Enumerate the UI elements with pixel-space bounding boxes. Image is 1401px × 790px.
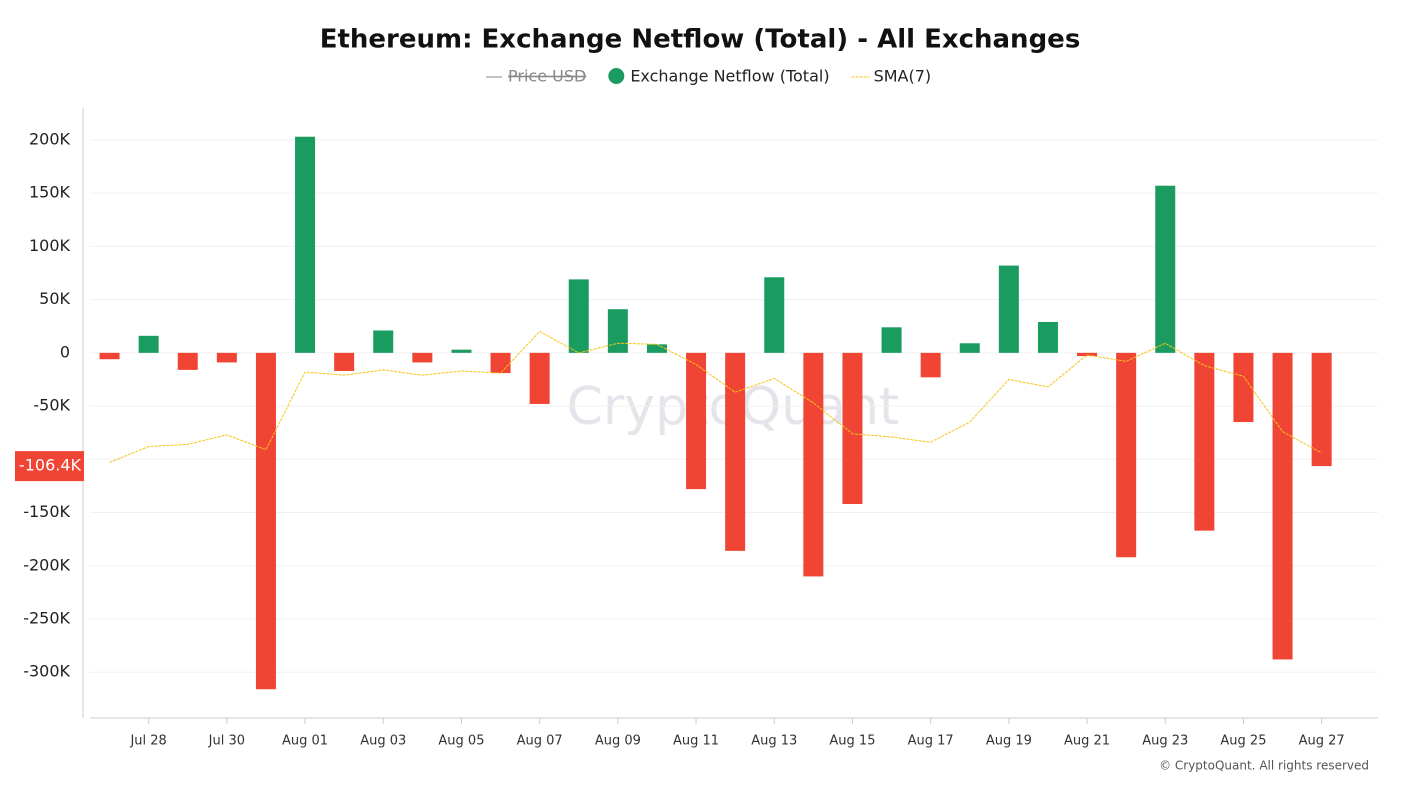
y-tick-label: -250K: [23, 608, 70, 627]
x-tick-label: Aug 11: [673, 734, 719, 749]
x-tick-label: Aug 25: [1220, 734, 1266, 749]
y-tick-label: 100K: [29, 236, 71, 255]
bar: [1311, 352, 1332, 467]
bar: [490, 352, 511, 374]
bar: [1077, 352, 1098, 357]
legend-label: Exchange Netflow (Total): [630, 67, 829, 86]
legend-label: Price USD: [508, 67, 586, 86]
legend-swatch: [608, 68, 625, 84]
x-tick-label: Jul 30: [208, 734, 245, 749]
bar: [881, 327, 902, 353]
legend-label: SMA(7): [874, 67, 932, 86]
y-tick-label: 200K: [29, 129, 71, 148]
x-tick-label: Aug 17: [908, 734, 954, 749]
bar: [803, 352, 824, 577]
legend-item: Exchange Netflow (Total): [608, 67, 830, 86]
bar: [1155, 185, 1176, 353]
bar: [1272, 352, 1293, 660]
value-label: -106.4K: [19, 456, 82, 475]
y-tick-label: 150K: [29, 183, 71, 202]
chart-title: Ethereum: Exchange Netflow (Total) - All…: [320, 25, 1081, 55]
x-tick-label: Aug 23: [1142, 734, 1188, 749]
bar: [412, 352, 433, 363]
x-tick-label: Jul 28: [129, 734, 166, 749]
x-tick-label: Aug 21: [1064, 734, 1110, 749]
bar: [138, 335, 159, 353]
bar: [959, 343, 980, 353]
y-tick-label: 0: [60, 342, 70, 361]
bar: [764, 277, 785, 353]
legend-item: SMA(7): [851, 67, 932, 86]
bar: [216, 352, 237, 363]
legend: Price USD Exchange Netflow (Total) SMA(7): [486, 67, 931, 86]
x-tick-label: Aug 27: [1299, 734, 1345, 749]
x-tick-label: Aug 07: [517, 734, 563, 749]
y-tick-label: -300K: [23, 662, 70, 681]
x-tick-label: Aug 05: [438, 734, 484, 749]
bar: [334, 352, 355, 371]
x-tick-label: Aug 15: [829, 734, 875, 749]
y-tick-label: -200K: [23, 555, 70, 574]
bar: [99, 352, 120, 360]
footer: © CryptoQuant. All rights reserved: [1159, 759, 1369, 773]
bar: [998, 265, 1019, 353]
bar: [295, 136, 316, 353]
bar: [607, 309, 628, 353]
bar: [529, 352, 550, 404]
bar: [1233, 352, 1254, 423]
bar: [451, 349, 472, 353]
bar: [1116, 352, 1137, 558]
y-tick-label: -150K: [23, 502, 70, 521]
bar: [568, 279, 589, 353]
bar: [255, 352, 276, 690]
bar: [1194, 352, 1215, 531]
bar: [725, 352, 746, 551]
sma-line: [109, 330, 1322, 463]
bar: [842, 352, 863, 505]
bar: [1037, 321, 1058, 353]
bar: [646, 344, 667, 353]
value-tag: [15, 451, 84, 482]
y-tick-label: -50K: [33, 396, 70, 415]
x-tick-label: Aug 19: [986, 734, 1032, 749]
y-tick-label: 50K: [39, 289, 70, 308]
x-tick-label: Aug 03: [360, 734, 406, 749]
x-tick-label: Aug 13: [751, 734, 797, 749]
legend-item: Price USD: [486, 67, 586, 86]
bar: [177, 352, 198, 370]
bar: [920, 352, 941, 378]
bar: [373, 330, 394, 353]
bar: [686, 352, 707, 490]
x-tick-label: Aug 09: [595, 734, 641, 749]
x-tick-label: Aug 01: [282, 734, 328, 749]
